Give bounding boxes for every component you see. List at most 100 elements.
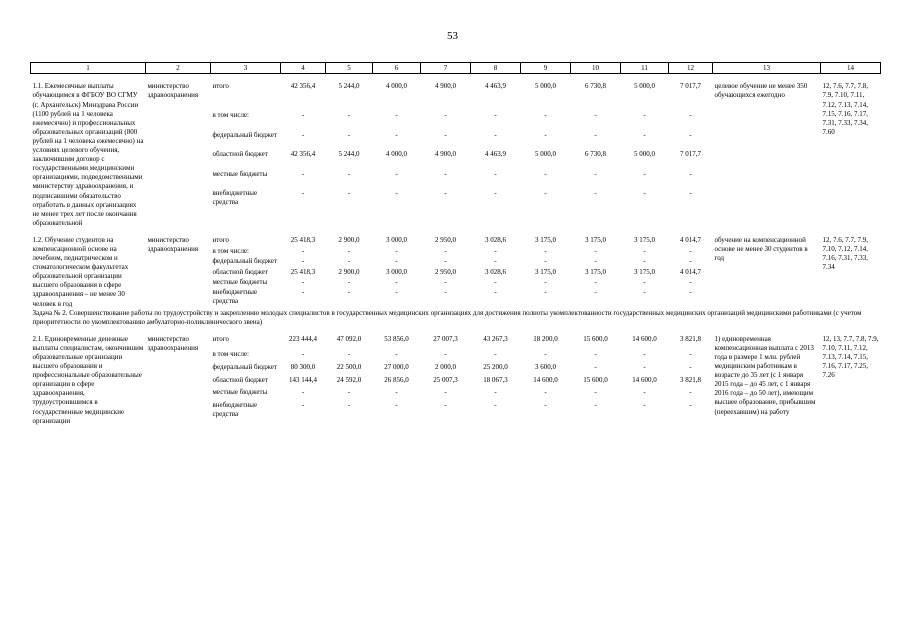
value-cell: - (594, 130, 597, 139)
result-cell: обучение на компенсационной основе не ме… (714, 235, 808, 263)
value-cell: - (544, 169, 547, 178)
budget-line-row: областной бюджет 143 144,4 24 592,0 26 856,… (31, 376, 881, 389)
value-cell: - (301, 288, 305, 297)
value-cell: - (689, 288, 692, 297)
value-cell: - (643, 350, 646, 359)
value-cell: - (444, 277, 447, 286)
value-cell: - (444, 111, 447, 120)
value-cell: 5 000,0 (535, 150, 556, 159)
budget-label-cell: местные бюджеты (212, 388, 268, 397)
value-cell: 2 950,0 (435, 235, 456, 244)
budget-line-row: областной бюджет 25 418,3 2 900,0 3 000,0 2 … (31, 268, 881, 278)
value-cell: - (444, 257, 447, 266)
budget-label-cell: в том числе: (212, 111, 250, 120)
value-cell: - (594, 189, 597, 198)
column-number-header: 7 (420, 61, 471, 75)
value-cell: - (494, 111, 497, 120)
value-cell: - (544, 247, 547, 256)
value-cell: - (643, 111, 646, 120)
value-cell: - (301, 111, 305, 120)
value-cell: 25 418,3 (290, 267, 316, 276)
budget-label-cell: федеральный бюджет (212, 130, 277, 139)
value-cell: - (347, 350, 351, 359)
budget-label-cell: итого (212, 334, 229, 343)
activity-row: 2.1. Единовременные денежные выплаты спе… (31, 327, 881, 425)
column-number-header: 2 (145, 61, 211, 75)
value-cell: - (347, 288, 351, 297)
value-cell: - (494, 388, 497, 397)
indicators-cell: 12, 7.6, 7.7, 7.8, 7.9, 7.10, 7.11, 7.12… (822, 82, 869, 136)
value-cell: - (347, 189, 351, 198)
value-cell: - (395, 111, 398, 120)
value-cell: 18 200,0 (533, 334, 558, 343)
value-cell: - (643, 400, 646, 409)
value-cell: - (444, 288, 447, 297)
budget-label-cell: внебюджетные средства (212, 288, 258, 306)
task-text: Задача № 2. Совершенствование работы по … (32, 308, 862, 326)
column-number-header: 9 (520, 61, 571, 75)
value-cell: 42 356,4 (290, 150, 316, 159)
value-cell: 27 000,0 (384, 362, 409, 371)
value-cell: - (594, 288, 597, 297)
result-cell: целевое обучение не менее 350 обучающихс… (714, 82, 808, 100)
value-cell: - (544, 111, 547, 120)
budget-label-cell: в том числе: (212, 350, 250, 359)
value-cell: 25 418,3 (290, 235, 316, 244)
value-cell: - (643, 130, 646, 139)
value-cell: 2 000,0 (435, 362, 456, 371)
budget-label-cell: областной бюджет (212, 150, 268, 159)
budget-label-cell: областной бюджет (212, 375, 268, 384)
value-cell: 2 900,0 (338, 235, 360, 244)
value-cell: 42 356,4 (290, 82, 316, 91)
value-cell: - (494, 257, 497, 266)
value-cell: - (594, 362, 597, 371)
value-cell: - (689, 130, 692, 139)
value-cell: - (347, 169, 351, 178)
value-cell: - (594, 257, 597, 266)
value-cell: - (347, 277, 351, 286)
budget-line-row: федеральный бюджет - - - - - - - - - (31, 257, 881, 267)
value-cell: - (395, 189, 398, 198)
value-cell: - (643, 288, 646, 297)
value-cell: - (444, 189, 447, 198)
value-cell: - (689, 350, 692, 359)
value-cell: 6 730,8 (585, 82, 606, 91)
indicators-cell: 12, 13, 7.7, 7.8, 7.9, 7.10, 7.11, 7.12,… (822, 334, 879, 380)
value-cell: 5 000,0 (634, 150, 655, 159)
value-cell: - (494, 350, 497, 359)
value-cell: - (689, 111, 692, 120)
value-cell: - (643, 388, 646, 397)
value-cell: 3 175,0 (535, 235, 556, 244)
value-cell: - (689, 362, 692, 371)
value-cell: - (444, 130, 447, 139)
value-cell: - (594, 169, 597, 178)
budget-line-row: внебюджетные средства - - - - - - - - - (31, 189, 881, 228)
value-cell: - (395, 350, 398, 359)
value-cell: - (395, 169, 398, 178)
value-cell: 4 463,9 (485, 150, 506, 159)
value-cell: 5 244,0 (338, 150, 360, 159)
activity-cell: 1.2. Обучение студентов на компенсационн… (32, 235, 129, 308)
value-cell: 3 175,0 (585, 267, 606, 276)
value-cell: - (347, 111, 351, 120)
activity-row: 1.2. Обучение студентов на компенсационн… (31, 228, 881, 308)
value-cell: 4 014,7 (680, 267, 701, 276)
value-cell: - (643, 169, 646, 178)
value-cell: - (444, 350, 447, 359)
value-cell: 22 500,0 (336, 362, 362, 371)
column-number-header: 14 (820, 61, 881, 75)
value-cell: 27 007,3 (433, 334, 458, 343)
budget-line-row: в том числе: - - - - - - - - - (31, 247, 881, 257)
budget-line-row: в том числе: - - - - - - - - - (31, 350, 881, 363)
budget-line-row: федеральный бюджет - - - - - - - - - (31, 131, 881, 150)
table-body: 1.1. Ежемесячные выплаты обучающимся в Ф… (31, 74, 881, 426)
value-cell: - (544, 388, 547, 397)
value-cell: 47 092,0 (336, 334, 362, 343)
value-cell: - (594, 400, 597, 409)
value-cell: 3 028,6 (485, 267, 506, 276)
value-cell: - (544, 257, 547, 266)
column-number-header: 8 (470, 61, 521, 75)
value-cell: - (301, 400, 305, 409)
value-cell: - (689, 277, 692, 286)
executor-cell: министерство здравоохранения (147, 334, 199, 352)
